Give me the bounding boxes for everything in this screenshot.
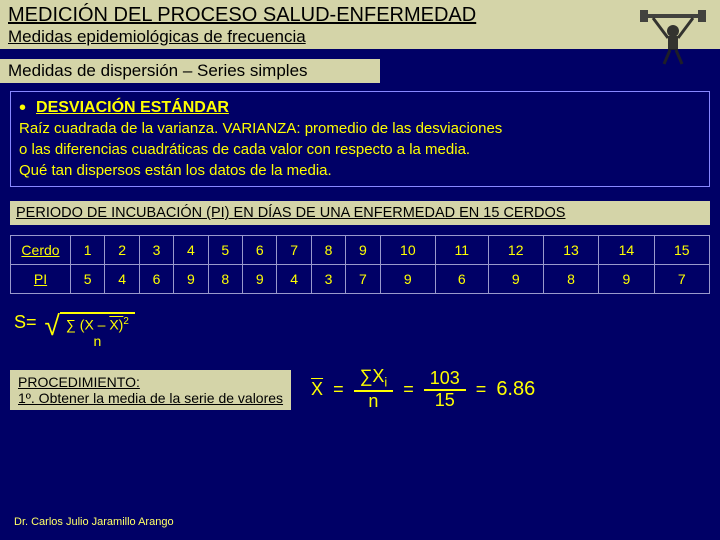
cell: 8 <box>543 265 598 294</box>
xbar: X <box>311 379 323 400</box>
mean-sum-bot: n <box>362 392 384 412</box>
row-label-pi: PI <box>11 265 71 294</box>
cell: 6 <box>243 236 277 265</box>
data-table: Cerdo 1 2 3 4 5 6 7 8 9 10 11 12 13 14 1… <box>10 235 710 294</box>
proc-line2: 1º. Obtener la media de la serie de valo… <box>18 390 283 406</box>
cell: 6 <box>139 265 173 294</box>
s-equals: S= <box>14 312 37 333</box>
cell: 4 <box>277 265 311 294</box>
cell: 11 <box>435 236 488 265</box>
cell: 9 <box>243 265 277 294</box>
cell: 9 <box>346 236 380 265</box>
cell: 2 <box>105 236 139 265</box>
formula-numer: ∑ (X – X)2 <box>66 316 129 333</box>
cell: 9 <box>599 265 654 294</box>
cell: 9 <box>174 265 208 294</box>
title-main: MEDICIÓN DEL PROCESO SALUD-ENFERMEDAD <box>8 4 712 27</box>
title-sub: Medidas epidemiológicas de frecuencia <box>8 27 712 47</box>
table-row: PI 5 4 6 9 8 9 4 3 7 9 6 9 8 9 7 <box>11 265 710 294</box>
sd-desc-2: o las diferencias cuadráticas de cada va… <box>19 141 701 160</box>
sd-label: DESVIACIÓN ESTÁNDAR <box>36 99 229 117</box>
cell: 5 <box>208 236 242 265</box>
cell: 9 <box>380 265 435 294</box>
procedure-box: PROCEDIMIENTO: 1º. Obtener la media de l… <box>10 370 291 410</box>
section-heading: Medidas de dispersión – Series simples <box>0 59 380 83</box>
eq-icon: = <box>476 379 487 400</box>
cell: 7 <box>346 265 380 294</box>
sd-desc-3: Qué tan dispersos están los datos de la … <box>19 162 701 181</box>
cell: 8 <box>208 265 242 294</box>
cell: 15 <box>654 236 709 265</box>
cell: 10 <box>380 236 435 265</box>
mean-result: 6.86 <box>496 378 535 401</box>
formula-denom: n <box>93 333 101 349</box>
table-title: PERIODO DE INCUBACIÓN (PI) EN DÍAS DE UN… <box>10 201 710 225</box>
header-panel: MEDICIÓN DEL PROCESO SALUD-ENFERMEDAD Me… <box>0 0 720 49</box>
cell: 14 <box>599 236 654 265</box>
formula-sd: S= √ ∑ (X – X)2 n <box>14 312 710 349</box>
cell: 13 <box>543 236 598 265</box>
cell: 1 <box>71 236 105 265</box>
cell: 3 <box>311 265 345 294</box>
cell: 6 <box>435 265 488 294</box>
cell: 7 <box>277 236 311 265</box>
radical-icon: √ <box>45 316 60 336</box>
sd-desc-1: Raíz cuadrada de la varianza. VARIANZA: … <box>19 120 701 139</box>
weightlifter-icon <box>638 6 708 66</box>
table-row: Cerdo 1 2 3 4 5 6 7 8 9 10 11 12 13 14 1… <box>11 236 710 265</box>
cell: 8 <box>311 236 345 265</box>
proc-line1: PROCEDIMIENTO: <box>18 374 283 390</box>
footer-author: Dr. Carlos Julio Jaramillo Arango <box>14 516 174 528</box>
mean-calculation: X = ∑Xi n = 103 15 = 6.86 <box>311 367 535 412</box>
sd-box: • DESVIACIÓN ESTÁNDAR Raíz cuadrada de l… <box>10 91 710 187</box>
cell: 4 <box>174 236 208 265</box>
row-label-cerdo: Cerdo <box>11 236 71 265</box>
cell: 3 <box>139 236 173 265</box>
eq-icon: = <box>333 379 344 400</box>
cell: 7 <box>654 265 709 294</box>
cell: 12 <box>488 236 543 265</box>
cell: 4 <box>105 265 139 294</box>
cell: 5 <box>71 265 105 294</box>
bullet-icon: • <box>19 98 26 118</box>
mean-sum-top: ∑Xi <box>354 367 394 392</box>
mean-val-bot: 15 <box>429 391 461 411</box>
cell: 9 <box>488 265 543 294</box>
mean-val-top: 103 <box>424 369 466 391</box>
eq-icon: = <box>403 379 414 400</box>
